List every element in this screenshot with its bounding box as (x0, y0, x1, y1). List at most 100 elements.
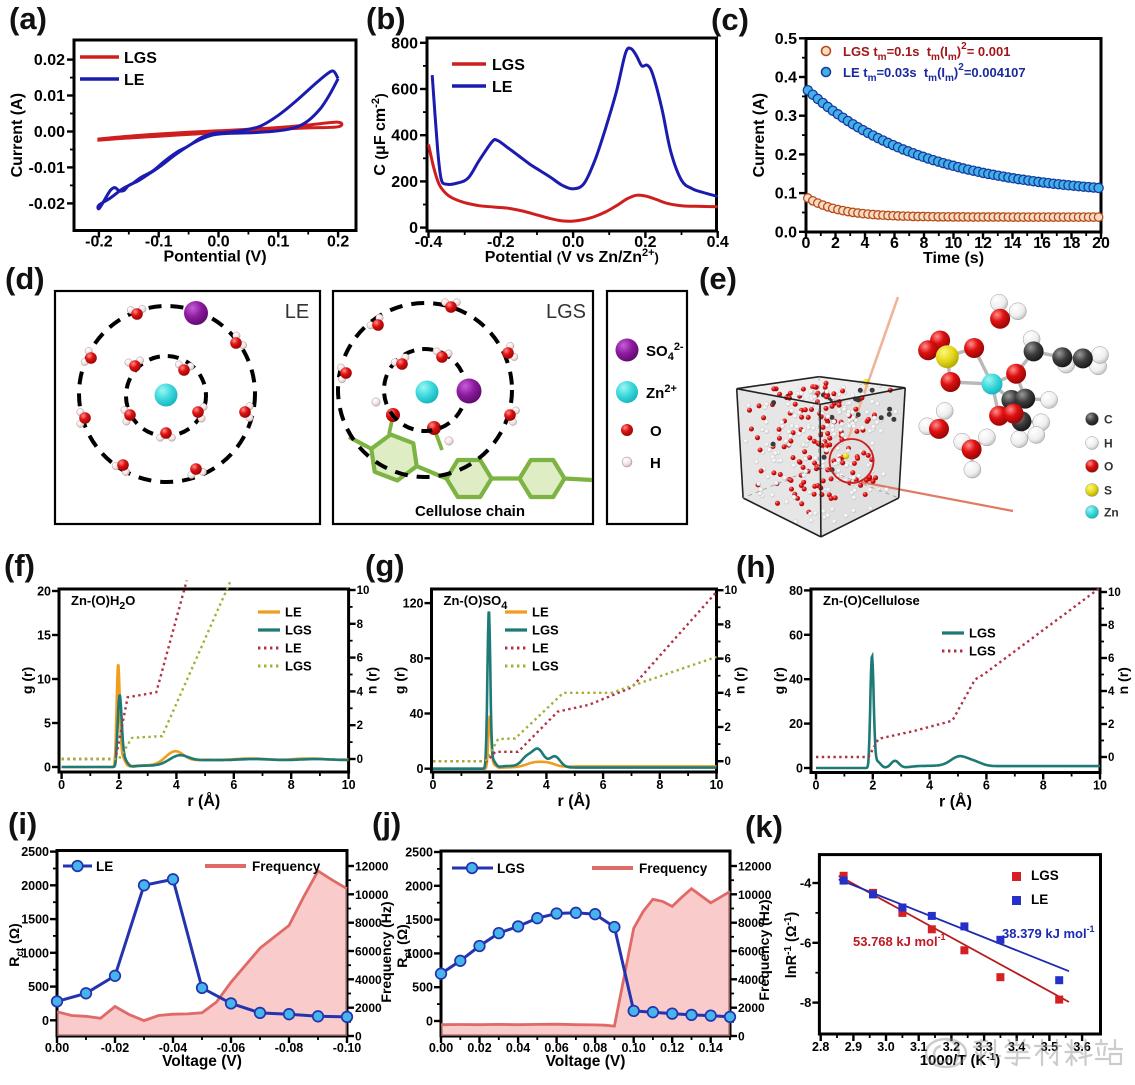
svg-text:(h): (h) (736, 549, 776, 584)
svg-text:g (r): g (r) (19, 667, 35, 694)
svg-text:20: 20 (1092, 235, 1110, 252)
svg-text:-6: -6 (800, 935, 812, 950)
svg-text:10: 10 (725, 585, 738, 597)
svg-text:g (r): g (r) (771, 667, 787, 694)
svg-text:LE: LE (285, 301, 309, 323)
svg-text:0.02: 0.02 (467, 1041, 491, 1055)
svg-text:g (r): g (r) (392, 667, 408, 694)
svg-text:8: 8 (725, 619, 732, 631)
svg-text:6: 6 (890, 235, 899, 252)
svg-text:6: 6 (725, 654, 731, 666)
svg-text:38.379 kJ mol-1: 38.379 kJ mol-1 (1002, 924, 1095, 941)
svg-text:(b): (b) (366, 1, 406, 36)
svg-text:10: 10 (357, 585, 370, 597)
svg-text:0.10: 0.10 (622, 1041, 646, 1055)
svg-text:200: 200 (391, 174, 418, 191)
svg-text:1500: 1500 (21, 913, 49, 927)
svg-text:0.08: 0.08 (583, 1041, 607, 1055)
svg-text:LE: LE (285, 641, 302, 656)
svg-text:O: O (650, 423, 662, 440)
svg-text:Zn-(O)SO4: Zn-(O)SO4 (444, 593, 509, 612)
svg-text:0.01: 0.01 (34, 88, 65, 105)
svg-text:80: 80 (789, 584, 803, 598)
svg-text:LE: LE (96, 859, 113, 874)
svg-text:0.14: 0.14 (699, 1041, 723, 1055)
svg-text:2000: 2000 (738, 1001, 765, 1015)
svg-text:LGS: LGS (124, 50, 157, 67)
svg-text:800: 800 (391, 35, 418, 52)
svg-text:O: O (1104, 460, 1113, 474)
svg-text:5: 5 (44, 717, 51, 731)
svg-text:1000: 1000 (405, 947, 433, 961)
svg-text:-4: -4 (800, 876, 812, 891)
svg-text:6: 6 (357, 653, 363, 665)
svg-text:2500: 2500 (405, 846, 433, 860)
svg-text:3.4: 3.4 (1008, 1040, 1025, 1054)
svg-text:(k): (k) (745, 809, 783, 844)
svg-text:Frequency: Frequency (252, 859, 321, 874)
svg-text:6: 6 (1108, 653, 1114, 665)
svg-text:6000: 6000 (355, 945, 382, 959)
svg-text:3.0: 3.0 (877, 1040, 894, 1054)
svg-text:0.06: 0.06 (544, 1041, 568, 1055)
svg-text:40: 40 (789, 673, 803, 687)
svg-text:1000: 1000 (21, 946, 49, 960)
svg-text:0.02: 0.02 (34, 52, 65, 69)
svg-text:4: 4 (861, 235, 870, 252)
svg-text:12: 12 (974, 235, 992, 252)
svg-text:10: 10 (1093, 779, 1107, 793)
svg-text:Frequency (Hz): Frequency (Hz) (756, 899, 772, 1000)
svg-text:r (Å): r (Å) (939, 792, 972, 811)
svg-text:2: 2 (116, 778, 123, 792)
svg-text:0.04: 0.04 (506, 1041, 530, 1055)
svg-text:53.768 kJ mol-1: 53.768 kJ mol-1 (853, 932, 946, 949)
svg-text:LGS: LGS (532, 623, 559, 638)
svg-text:4: 4 (926, 779, 933, 793)
svg-text:4: 4 (357, 686, 364, 698)
svg-text:LE: LE (532, 641, 549, 656)
svg-text:0: 0 (426, 1015, 433, 1029)
svg-text:LE tm=0.03s tm(Im)2=0.004107: LE tm=0.03s tm(Im)2=0.004107 (843, 62, 1026, 84)
svg-text:0: 0 (357, 754, 363, 766)
svg-text:8: 8 (656, 778, 663, 792)
svg-text:2000: 2000 (405, 879, 433, 893)
svg-text:C (μF cm-2): C (μF cm-2) (370, 93, 389, 175)
svg-text:Frequency: Frequency (639, 861, 708, 876)
svg-text:40: 40 (410, 707, 424, 721)
svg-text:-0.08: -0.08 (275, 1041, 304, 1055)
svg-text:(d): (d) (5, 261, 45, 296)
svg-text:lnR-1 (Ω-1): lnR-1 (Ω-1) (783, 912, 800, 979)
svg-text:(f): (f) (4, 548, 35, 583)
svg-text:4: 4 (1108, 686, 1115, 698)
svg-text:60: 60 (789, 628, 803, 642)
svg-text:0.00: 0.00 (34, 124, 65, 141)
svg-text:LGS: LGS (969, 626, 996, 641)
svg-text:120: 120 (403, 597, 424, 611)
svg-text:0: 0 (1108, 752, 1114, 764)
svg-text:2: 2 (486, 778, 493, 792)
svg-text:-0.10: -0.10 (333, 1041, 362, 1055)
svg-text:0: 0 (355, 1030, 362, 1044)
svg-text:6: 6 (983, 779, 990, 793)
svg-text:8: 8 (288, 778, 295, 792)
svg-text:Current (A): Current (A) (9, 93, 26, 177)
svg-text:4: 4 (543, 778, 550, 792)
svg-text:0: 0 (796, 762, 803, 776)
svg-text:(j): (j) (372, 806, 401, 841)
svg-text:Time (s): Time (s) (923, 250, 984, 267)
svg-text:8: 8 (1040, 779, 1047, 793)
svg-text:500: 500 (28, 980, 49, 994)
svg-text:LGS: LGS (497, 861, 525, 876)
svg-text:Voltage (V): Voltage (V) (162, 1053, 242, 1070)
svg-text:4: 4 (725, 688, 732, 700)
svg-text:8: 8 (357, 619, 364, 631)
svg-text:3.2: 3.2 (943, 1040, 960, 1054)
svg-text:0: 0 (417, 762, 424, 776)
svg-text:(e): (e) (699, 261, 737, 296)
svg-text:8: 8 (920, 235, 929, 252)
svg-text:4000: 4000 (355, 973, 382, 987)
svg-text:10000: 10000 (355, 888, 389, 902)
svg-text:LGS: LGS (285, 659, 312, 674)
svg-text:-0.02: -0.02 (101, 1041, 130, 1055)
svg-text:3.6: 3.6 (1073, 1040, 1090, 1054)
